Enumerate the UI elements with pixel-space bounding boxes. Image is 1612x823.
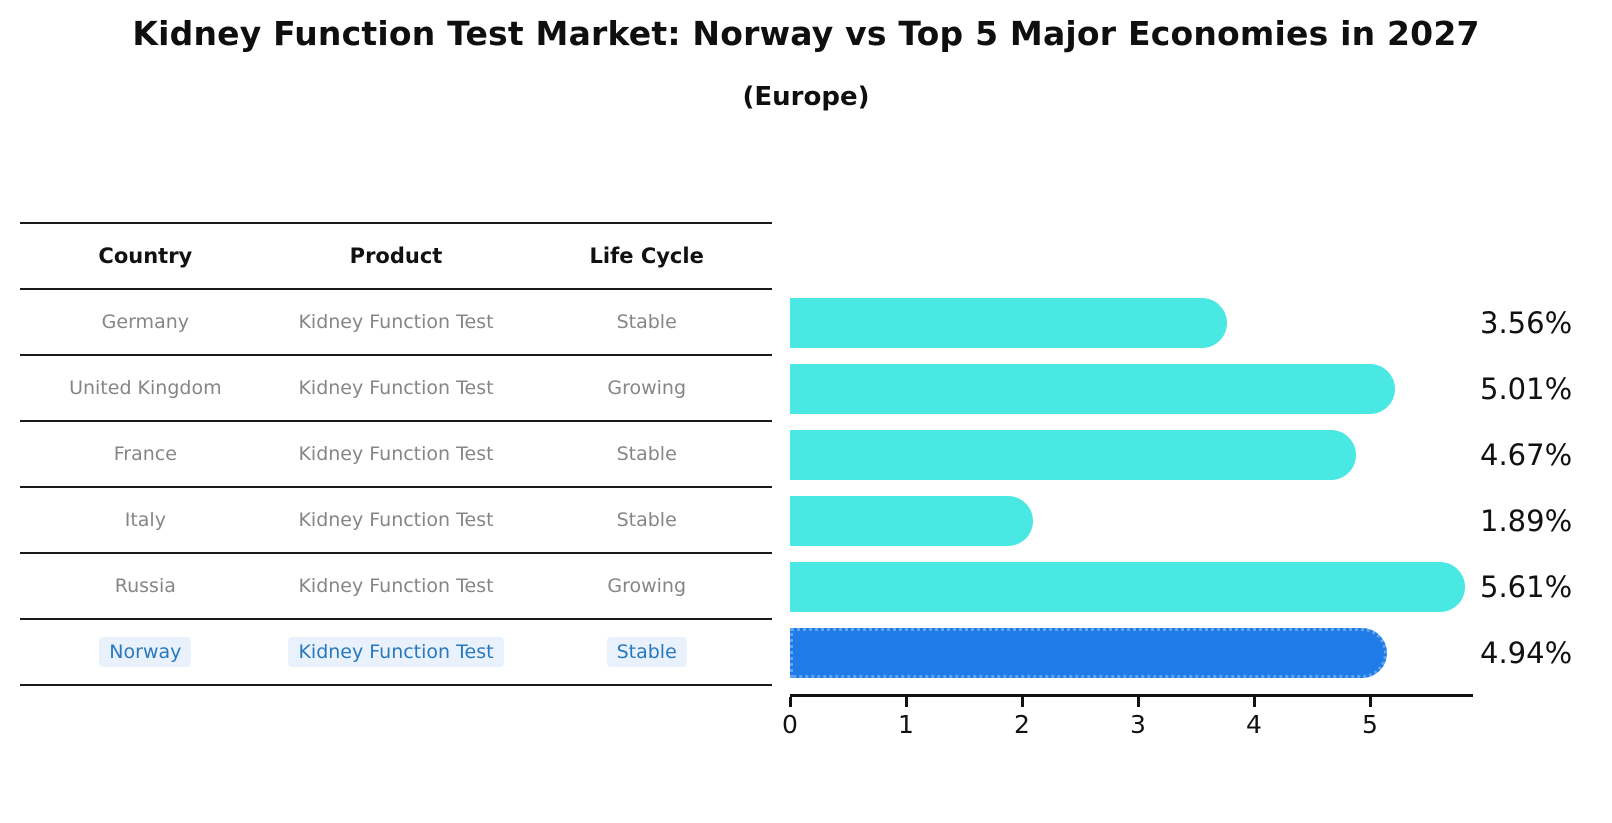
- table-header-product: Product: [349, 244, 443, 268]
- tick-mark: [1020, 697, 1024, 707]
- table-row: United Kingdom Kidney Function Test Grow…: [20, 356, 772, 422]
- tick-mark: [1252, 697, 1256, 707]
- bar-russia: [790, 562, 1465, 612]
- product-cell: Kidney Function Test: [298, 575, 494, 597]
- product-cell: Kidney Function Test: [298, 311, 494, 333]
- tick-mark: [1136, 697, 1140, 707]
- table-row: France Kidney Function Test Stable: [20, 422, 772, 488]
- bar-united-kingdom: [790, 364, 1396, 414]
- product-cell: Kidney Function Test: [298, 377, 494, 399]
- table-row: Italy Kidney Function Test Stable: [20, 488, 772, 554]
- tick-label: 0: [782, 710, 798, 739]
- tick-mark: [788, 697, 792, 707]
- table-header-row: Country Product Life Cycle: [20, 222, 772, 290]
- country-cell: United Kingdom: [69, 377, 222, 399]
- country-cell: France: [113, 443, 177, 465]
- bar-value-label: 5.01%: [1480, 372, 1573, 406]
- bar-value-label: 5.61%: [1480, 570, 1573, 604]
- country-cell: Russia: [114, 575, 176, 597]
- life-cycle-cell: Growing: [607, 377, 687, 399]
- bar-value-label: 4.67%: [1480, 438, 1573, 472]
- bar-value-label: 3.56%: [1480, 306, 1573, 340]
- bar-value-label: 4.94%: [1480, 636, 1573, 670]
- life-cycle-cell: Stable: [521, 620, 772, 684]
- life-cycle-cell: Growing: [607, 575, 687, 597]
- tick-label: 5: [1362, 710, 1378, 739]
- tick-label: 3: [1130, 710, 1146, 739]
- product-cell: Kidney Function Test: [271, 620, 522, 684]
- table-header-life-cycle: Life Cycle: [589, 244, 704, 268]
- life-cycle-cell: Stable: [616, 509, 677, 531]
- tick-label: 2: [1014, 710, 1030, 739]
- tick-mark: [1368, 697, 1372, 707]
- table-row: Russia Kidney Function Test Growing: [20, 554, 772, 620]
- country-cell: Germany: [101, 311, 189, 333]
- bar-france: [790, 430, 1356, 480]
- tick-mark: [904, 697, 908, 707]
- country-cell: Norway: [20, 620, 271, 684]
- x-axis-ticks: 0 1 2 3 4 5: [782, 697, 1473, 747]
- country-cell: Italy: [124, 509, 166, 531]
- x-axis-line: [790, 694, 1473, 697]
- chart-subtitle: (Europe): [742, 82, 870, 112]
- table-row: Germany Kidney Function Test Stable: [20, 290, 772, 356]
- bar-value-labels: 3.56% 5.01% 4.67% 1.89% 5.61% 4.94%: [1480, 290, 1610, 686]
- bar-italy: [790, 496, 1034, 546]
- table-header-country: Country: [98, 244, 193, 268]
- bar-plot-area: [790, 290, 1473, 686]
- chart-title: Kidney Function Test Market: Norway vs T…: [132, 14, 1480, 53]
- life-cycle-cell: Stable: [616, 443, 677, 465]
- country-table: Country Product Life Cycle Germany Kidne…: [20, 222, 772, 686]
- table-row-norway-highlighted: Norway Kidney Function Test Stable: [20, 620, 772, 686]
- bar-germany: [790, 298, 1227, 348]
- life-cycle-cell: Stable: [616, 311, 677, 333]
- bar-value-label: 1.89%: [1480, 504, 1573, 538]
- tick-label: 4: [1246, 710, 1262, 739]
- product-cell: Kidney Function Test: [298, 509, 494, 531]
- bar-norway-highlighted: [790, 628, 1388, 678]
- product-cell: Kidney Function Test: [298, 443, 494, 465]
- tick-label: 1: [898, 710, 914, 739]
